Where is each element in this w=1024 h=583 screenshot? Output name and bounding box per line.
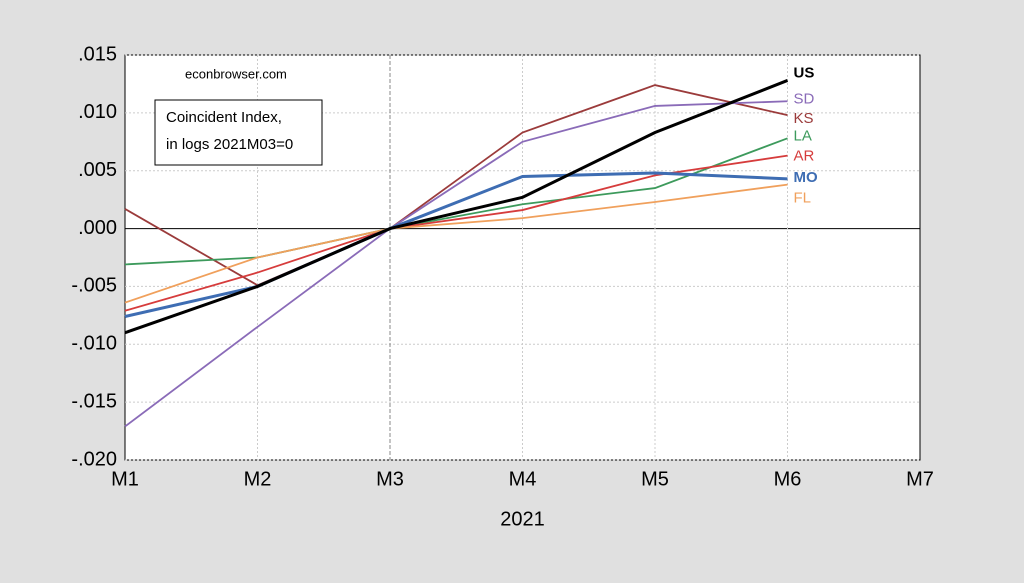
- series-label: LA: [794, 127, 812, 144]
- series-line: [124, 171, 788, 318]
- y-tick-label: -.010: [71, 333, 117, 355]
- y-tick-label: -.005: [71, 275, 117, 297]
- series-label: FL: [794, 190, 812, 207]
- y-tick-label: .010: [78, 101, 117, 123]
- series-line: [124, 84, 788, 287]
- y-tick-label: -.020: [71, 448, 117, 470]
- x-tick-label: M4: [509, 468, 537, 490]
- series-label: US: [794, 64, 815, 81]
- series-line: [124, 79, 789, 335]
- y-tick-label: .000: [78, 217, 117, 239]
- x-tick-label: M3: [376, 468, 404, 490]
- y-tick-label: .015: [78, 43, 117, 65]
- series-label: MO: [794, 169, 818, 186]
- y-tick-label: .005: [78, 159, 117, 181]
- annotation: econbrowser.com: [185, 66, 287, 81]
- y-tick-label: -.015: [71, 390, 117, 412]
- x-tick-label: M2: [244, 468, 272, 490]
- series-line: [124, 100, 788, 428]
- series-label: KS: [794, 110, 814, 127]
- series-label: SD: [794, 90, 815, 107]
- note-box: [154, 99, 323, 166]
- x-tick-label: M1: [111, 468, 139, 490]
- series-line: [124, 154, 788, 312]
- x-axis-label: 2021: [500, 508, 545, 530]
- x-tick-label: M6: [774, 468, 802, 490]
- x-tick-label: M7: [906, 468, 934, 490]
- series-label: AR: [794, 148, 815, 165]
- series-line: [124, 137, 788, 266]
- note-text: Coincident Index,: [166, 109, 282, 126]
- x-tick-label: M5: [641, 468, 669, 490]
- note-text: in logs 2021M03=0: [166, 136, 293, 153]
- series-line: [124, 183, 788, 304]
